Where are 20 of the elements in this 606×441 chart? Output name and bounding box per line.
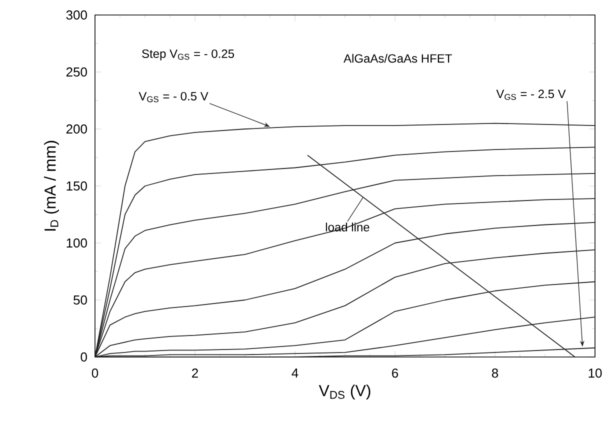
x-tick-label: 8	[492, 368, 498, 378]
y-tick-label: 150	[66, 181, 87, 191]
annotation: load line	[326, 222, 370, 232]
x-tick-label: 0	[92, 368, 98, 378]
annotation: AlGaAs/GaAs HFET	[344, 54, 452, 63]
y-tick-label: 300	[66, 10, 87, 20]
x-tick-label: 10	[588, 368, 602, 378]
y-tick-label: 250	[66, 67, 87, 77]
y-axis-title: I$_{D}$ (mA / mm)	[44, 140, 59, 231]
x-tick-label: 6	[392, 368, 398, 378]
x-axis-title: V$_{DS}$ (V)	[318, 384, 370, 400]
annotation: V$_{GS}$ = - 0.5 V	[138, 92, 208, 102]
y-tick-label: 50	[74, 295, 87, 305]
y-tick-label: 100	[66, 238, 87, 248]
annotation: V$_{GS}$ = - 2.5 V	[496, 90, 566, 100]
x-tick-label: 4	[292, 368, 298, 378]
y-tick-label: 200	[66, 124, 87, 134]
annotation: Step V$_{GS}$ = - 0.25	[142, 49, 234, 60]
x-tick-label: 2	[192, 368, 198, 378]
y-tick-label: 0	[80, 352, 87, 362]
